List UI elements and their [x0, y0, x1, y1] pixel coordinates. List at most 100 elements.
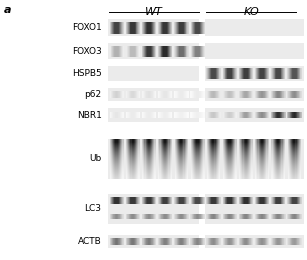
- Bar: [276, 158, 278, 159]
- Bar: [256, 155, 258, 156]
- Bar: [295, 169, 297, 170]
- Bar: [255, 164, 257, 165]
- Bar: [213, 139, 215, 140]
- Bar: [112, 157, 114, 158]
- Bar: [264, 149, 266, 150]
- Bar: [190, 238, 191, 245]
- Bar: [227, 161, 229, 162]
- Bar: [120, 178, 121, 179]
- Bar: [288, 170, 289, 171]
- Bar: [193, 163, 195, 164]
- Bar: [280, 169, 282, 170]
- Bar: [163, 146, 164, 147]
- Bar: [150, 238, 151, 245]
- Bar: [127, 155, 129, 156]
- Bar: [282, 169, 283, 170]
- Bar: [119, 141, 120, 142]
- Bar: [151, 143, 153, 144]
- Bar: [208, 149, 209, 150]
- Bar: [202, 152, 204, 153]
- Bar: [145, 91, 146, 98]
- Bar: [110, 144, 111, 145]
- Bar: [300, 167, 301, 168]
- Bar: [133, 166, 134, 167]
- Bar: [245, 172, 246, 173]
- Bar: [121, 168, 122, 169]
- Bar: [261, 91, 262, 98]
- Bar: [154, 197, 155, 204]
- Bar: [265, 163, 267, 164]
- Bar: [202, 145, 204, 146]
- Bar: [223, 157, 224, 158]
- Bar: [223, 238, 224, 245]
- Bar: [250, 159, 252, 160]
- Bar: [210, 173, 212, 174]
- Bar: [234, 162, 235, 163]
- Bar: [278, 112, 279, 118]
- Bar: [149, 157, 150, 158]
- Bar: [169, 146, 171, 147]
- Bar: [256, 68, 257, 79]
- Bar: [128, 147, 130, 148]
- Bar: [247, 169, 248, 170]
- Bar: [252, 197, 253, 204]
- Bar: [147, 158, 148, 159]
- Bar: [110, 91, 111, 98]
- Bar: [113, 173, 115, 174]
- Bar: [258, 147, 260, 148]
- Bar: [275, 68, 276, 79]
- Bar: [158, 139, 160, 140]
- Bar: [158, 151, 160, 152]
- Bar: [191, 147, 192, 148]
- Bar: [219, 238, 220, 245]
- Bar: [299, 154, 300, 155]
- Bar: [201, 147, 202, 148]
- Bar: [167, 150, 169, 151]
- Bar: [202, 238, 203, 245]
- Bar: [143, 214, 144, 219]
- Bar: [131, 162, 133, 163]
- Bar: [146, 154, 147, 155]
- Bar: [146, 91, 147, 98]
- Bar: [291, 177, 293, 178]
- Bar: [127, 172, 129, 173]
- Bar: [150, 214, 151, 219]
- Bar: [300, 177, 301, 178]
- Bar: [144, 152, 146, 153]
- Bar: [158, 152, 160, 153]
- Bar: [299, 151, 300, 152]
- Bar: [294, 140, 296, 141]
- Bar: [137, 150, 139, 151]
- Bar: [129, 139, 131, 140]
- Bar: [161, 146, 162, 147]
- Bar: [219, 214, 220, 219]
- Bar: [298, 173, 299, 174]
- Bar: [275, 68, 276, 79]
- Bar: [136, 153, 138, 154]
- Bar: [128, 139, 130, 140]
- Bar: [264, 139, 266, 140]
- Bar: [300, 157, 301, 158]
- Bar: [167, 167, 169, 168]
- Bar: [132, 91, 133, 98]
- Bar: [152, 197, 153, 204]
- Bar: [183, 22, 184, 34]
- Bar: [182, 168, 184, 169]
- Bar: [193, 150, 195, 151]
- Bar: [218, 68, 219, 79]
- Bar: [290, 146, 291, 147]
- Bar: [114, 174, 116, 175]
- Bar: [213, 169, 215, 170]
- Bar: [133, 160, 134, 161]
- Bar: [187, 168, 188, 169]
- Bar: [131, 169, 133, 170]
- Bar: [184, 112, 185, 118]
- Bar: [180, 155, 182, 156]
- Bar: [127, 152, 129, 153]
- Bar: [193, 162, 195, 163]
- Bar: [180, 175, 182, 176]
- Bar: [133, 155, 134, 156]
- Bar: [287, 214, 288, 219]
- Bar: [258, 145, 259, 146]
- Bar: [171, 147, 172, 148]
